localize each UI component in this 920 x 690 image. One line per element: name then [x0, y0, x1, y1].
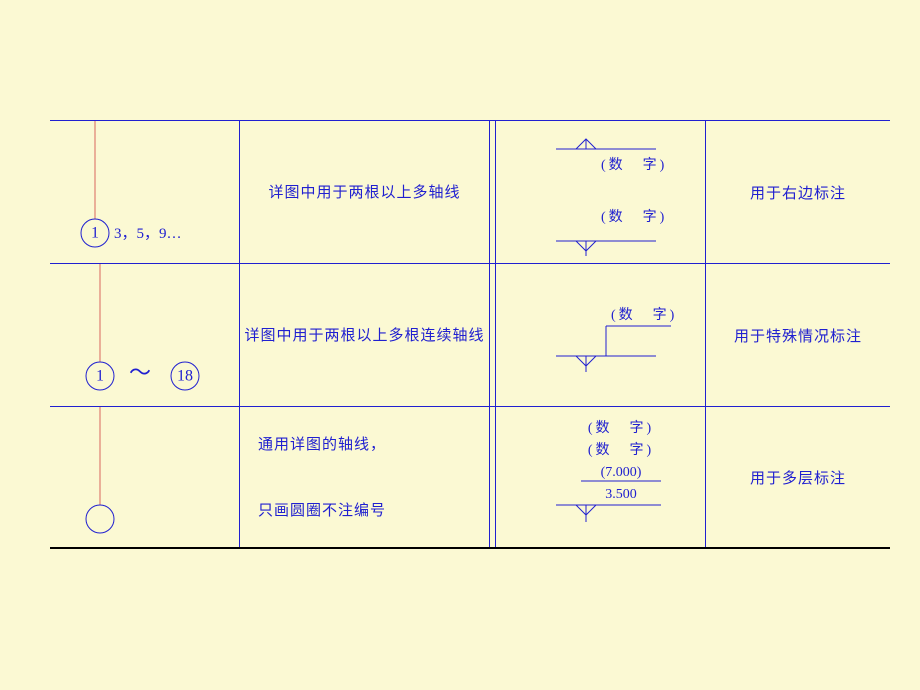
symbol-cell: 1 ～ 18: [50, 264, 240, 406]
description-cell: 详图中用于两根以上多根连续轴线: [240, 264, 490, 406]
multi-layer-symbol: (数 字) (数 字) (7.000) 3.500: [496, 407, 706, 550]
level-label: 3.500: [605, 487, 637, 502]
level-label: (数 字): [601, 157, 667, 173]
two-level-symbol: (数 字) (数 字): [496, 121, 706, 264]
tilde-icon: ～: [129, 360, 151, 385]
symbol-cell: [50, 407, 240, 547]
level-label: (数 字): [588, 442, 654, 458]
description-cell: 详图中用于两根以上多轴线: [240, 121, 490, 263]
symbol-table: 1 3，5，9… 详图中用于两根以上多轴线 (数 字) (数 字) 用于: [50, 120, 890, 549]
symbol-cell: 1 3，5，9…: [50, 121, 240, 263]
axis-range-right: 18: [177, 368, 193, 385]
axis-number: 1: [91, 225, 99, 242]
axis-blank-symbol: [50, 407, 240, 550]
single-offset-symbol: (数 字): [496, 264, 706, 407]
table-row: 1 3，5，9… 详图中用于两根以上多轴线 (数 字) (数 字) 用于: [50, 120, 890, 263]
axis-suffix: 3，5，9…: [114, 226, 182, 242]
level-symbol-cell: (数 字) (数 字) (7.000) 3.500: [496, 407, 706, 547]
level-label: (数 字): [611, 307, 677, 323]
usage-text: 用于特殊情况标注: [734, 325, 862, 346]
level-label: (7.000): [601, 465, 642, 480]
description-text: 详图中用于两根以上多根连续轴线: [244, 319, 484, 352]
usage-text: 用于多层标注: [750, 467, 846, 488]
axis-range-left: 1: [96, 368, 104, 385]
level-symbol-cell: (数 字) (数 字): [496, 121, 706, 263]
level-label: (数 字): [601, 209, 667, 225]
level-symbol-cell: (数 字): [496, 264, 706, 406]
axis-range-symbol: 1 ～ 18: [50, 264, 240, 407]
level-label: (数 字): [588, 420, 654, 436]
description-text: 详图中用于两根以上多轴线: [268, 176, 460, 209]
description-text: 通用详图的轴线， 只画圆圈不注编号: [258, 428, 386, 527]
description-cell: 通用详图的轴线， 只画圆圈不注编号: [240, 407, 490, 547]
usage-text: 用于右边标注: [750, 182, 846, 203]
usage-cell: 用于特殊情况标注: [706, 264, 890, 406]
usage-cell: 用于右边标注: [706, 121, 890, 263]
table-row: 1 ～ 18 详图中用于两根以上多根连续轴线 (数 字) 用于特殊情况标注: [50, 263, 890, 406]
axis-multi-list-symbol: 1 3，5，9…: [50, 121, 240, 264]
table-row: 通用详图的轴线， 只画圆圈不注编号 (数 字) (数 字) (7.000) 3.…: [50, 406, 890, 549]
usage-cell: 用于多层标注: [706, 407, 890, 547]
